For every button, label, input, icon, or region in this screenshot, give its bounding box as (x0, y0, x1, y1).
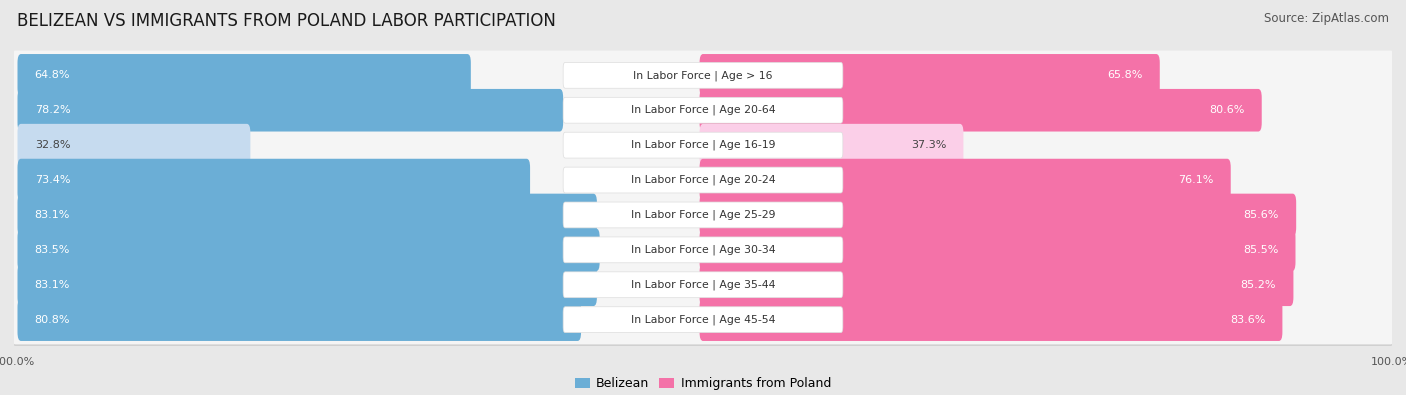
FancyBboxPatch shape (11, 51, 1395, 100)
FancyBboxPatch shape (17, 194, 598, 236)
Legend: Belizean, Immigrants from Poland: Belizean, Immigrants from Poland (569, 372, 837, 395)
Text: 83.1%: 83.1% (35, 210, 70, 220)
Text: 80.6%: 80.6% (1209, 105, 1244, 115)
FancyBboxPatch shape (700, 298, 1282, 341)
Text: In Labor Force | Age > 16: In Labor Force | Age > 16 (633, 70, 773, 81)
Text: 64.8%: 64.8% (35, 70, 70, 80)
Text: In Labor Force | Age 35-44: In Labor Force | Age 35-44 (631, 280, 775, 290)
FancyBboxPatch shape (700, 89, 1261, 132)
FancyBboxPatch shape (564, 272, 842, 298)
FancyBboxPatch shape (11, 122, 1395, 171)
FancyBboxPatch shape (17, 54, 471, 97)
FancyBboxPatch shape (700, 159, 1230, 201)
FancyBboxPatch shape (11, 260, 1395, 310)
FancyBboxPatch shape (700, 54, 1160, 97)
Text: 73.4%: 73.4% (35, 175, 70, 185)
FancyBboxPatch shape (17, 124, 250, 166)
FancyBboxPatch shape (11, 157, 1395, 206)
Text: In Labor Force | Age 45-54: In Labor Force | Age 45-54 (631, 314, 775, 325)
Text: 32.8%: 32.8% (35, 140, 70, 150)
FancyBboxPatch shape (17, 263, 598, 306)
FancyBboxPatch shape (564, 62, 842, 88)
FancyBboxPatch shape (11, 85, 1395, 135)
Text: 85.6%: 85.6% (1243, 210, 1279, 220)
Text: 83.1%: 83.1% (35, 280, 70, 290)
FancyBboxPatch shape (11, 295, 1395, 344)
FancyBboxPatch shape (11, 190, 1395, 240)
Text: 80.8%: 80.8% (35, 315, 70, 325)
Text: In Labor Force | Age 25-29: In Labor Force | Age 25-29 (631, 210, 775, 220)
FancyBboxPatch shape (564, 132, 842, 158)
FancyBboxPatch shape (564, 167, 842, 193)
FancyBboxPatch shape (564, 97, 842, 123)
FancyBboxPatch shape (11, 87, 1395, 136)
Text: In Labor Force | Age 20-24: In Labor Force | Age 20-24 (631, 175, 775, 185)
Text: BELIZEAN VS IMMIGRANTS FROM POLAND LABOR PARTICIPATION: BELIZEAN VS IMMIGRANTS FROM POLAND LABOR… (17, 12, 555, 30)
Text: In Labor Force | Age 30-34: In Labor Force | Age 30-34 (631, 245, 775, 255)
FancyBboxPatch shape (17, 229, 599, 271)
FancyBboxPatch shape (11, 261, 1395, 311)
Text: In Labor Force | Age 20-64: In Labor Force | Age 20-64 (631, 105, 775, 115)
Text: 78.2%: 78.2% (35, 105, 70, 115)
Text: 83.6%: 83.6% (1230, 315, 1265, 325)
FancyBboxPatch shape (564, 237, 842, 263)
FancyBboxPatch shape (17, 159, 530, 201)
Text: 83.5%: 83.5% (35, 245, 70, 255)
FancyBboxPatch shape (17, 298, 581, 341)
FancyBboxPatch shape (564, 307, 842, 333)
FancyBboxPatch shape (700, 263, 1294, 306)
Text: In Labor Force | Age 16-19: In Labor Force | Age 16-19 (631, 140, 775, 150)
FancyBboxPatch shape (11, 120, 1395, 170)
FancyBboxPatch shape (564, 202, 842, 228)
FancyBboxPatch shape (11, 52, 1395, 102)
FancyBboxPatch shape (700, 194, 1296, 236)
FancyBboxPatch shape (700, 229, 1295, 271)
FancyBboxPatch shape (11, 225, 1395, 275)
Text: 85.5%: 85.5% (1243, 245, 1278, 255)
FancyBboxPatch shape (17, 89, 564, 132)
Text: 76.1%: 76.1% (1178, 175, 1213, 185)
Text: 85.2%: 85.2% (1240, 280, 1277, 290)
FancyBboxPatch shape (11, 155, 1395, 205)
FancyBboxPatch shape (700, 124, 963, 166)
Text: Source: ZipAtlas.com: Source: ZipAtlas.com (1264, 12, 1389, 25)
Text: 65.8%: 65.8% (1107, 70, 1143, 80)
FancyBboxPatch shape (11, 192, 1395, 241)
Text: 37.3%: 37.3% (911, 140, 946, 150)
FancyBboxPatch shape (11, 296, 1395, 346)
FancyBboxPatch shape (11, 226, 1395, 276)
